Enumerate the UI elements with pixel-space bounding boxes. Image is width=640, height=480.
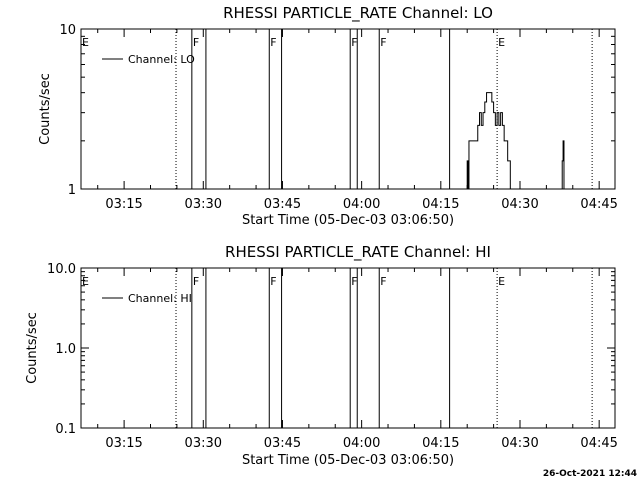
chart-1-event-marker-label-2: F [193,275,199,288]
chart-1-x-tick-label-3: 04:00 [343,436,380,451]
chart-1-x-tick-label-4: 04:15 [422,436,459,451]
chart-0-event-marker-label-8: F [380,36,386,49]
chart-0-legend-label: Channel: LO [128,53,195,66]
chart-0-x-tick-label-4: 04:15 [422,197,459,212]
chart-0-x-tick-label-6: 04:45 [580,197,617,212]
chart-1-x-tick-label-6: 04:45 [580,436,617,451]
chart-0-event-marker-label-10: E [498,36,505,49]
chart-1-legend-label: Channel: HI [128,292,192,305]
chart-0-y-tick-label-0: 1 [68,183,76,198]
chart-1-event-marker-label-8: F [380,275,386,288]
chart-0-y-tick-label-1: 10 [59,23,76,38]
chart-0-event-marker-label-2: F [193,36,199,49]
chart-0-event-marker-label-4: F [270,36,276,49]
chart-1-x-axis-label: Start Time (05-Dec-03 03:06:50) [242,453,454,468]
chart-0-x-tick-label-0: 03:15 [105,197,142,212]
chart-0-x-tick-label-3: 04:00 [343,197,380,212]
chart-1-event-marker-label-10: E [498,275,505,288]
chart-1-title: RHESSI PARTICLE_RATE Channel: HI [225,243,491,262]
chart-0-x-tick-label-1: 03:30 [185,197,222,212]
chart-1-x-tick-label-5: 04:30 [501,436,538,451]
chart-1-event-marker-label-6: F [351,275,357,288]
chart-0-series-line-0 [466,92,565,190]
chart-1-y-tick-label-0: 0.1 [55,422,76,437]
chart-0-x-tick-label-5: 04:30 [501,197,538,212]
chart-0-x-axis-label: Start Time (05-Dec-03 03:06:50) [242,213,454,228]
chart-1-x-tick-label-2: 03:45 [264,436,301,451]
chart-1-event-marker-label-0: E [82,275,89,288]
chart-0-x-tick-label-2: 03:45 [264,197,301,212]
chart-1-y-axis-label: Counts/sec [25,312,40,384]
chart-0-plot-frame [80,28,616,190]
chart-1-x-tick-label-1: 03:30 [185,436,222,451]
chart-0-event-marker-label-0: E [82,36,89,49]
chart-1-y-tick-label-2: 10.0 [47,262,76,277]
chart-1-event-marker-label-4: F [270,275,276,288]
footer-timestamp: 26-Oct-2021 12:44 [543,469,637,479]
chart-1-x-tick-label-0: 03:15 [105,436,142,451]
chart-0-event-marker-label-6: F [351,36,357,49]
chart-1-y-tick-label-1: 1.0 [55,342,76,357]
chart-0-y-axis-label: Counts/sec [38,73,53,145]
chart-0-title: RHESSI PARTICLE_RATE Channel: LO [223,4,493,23]
